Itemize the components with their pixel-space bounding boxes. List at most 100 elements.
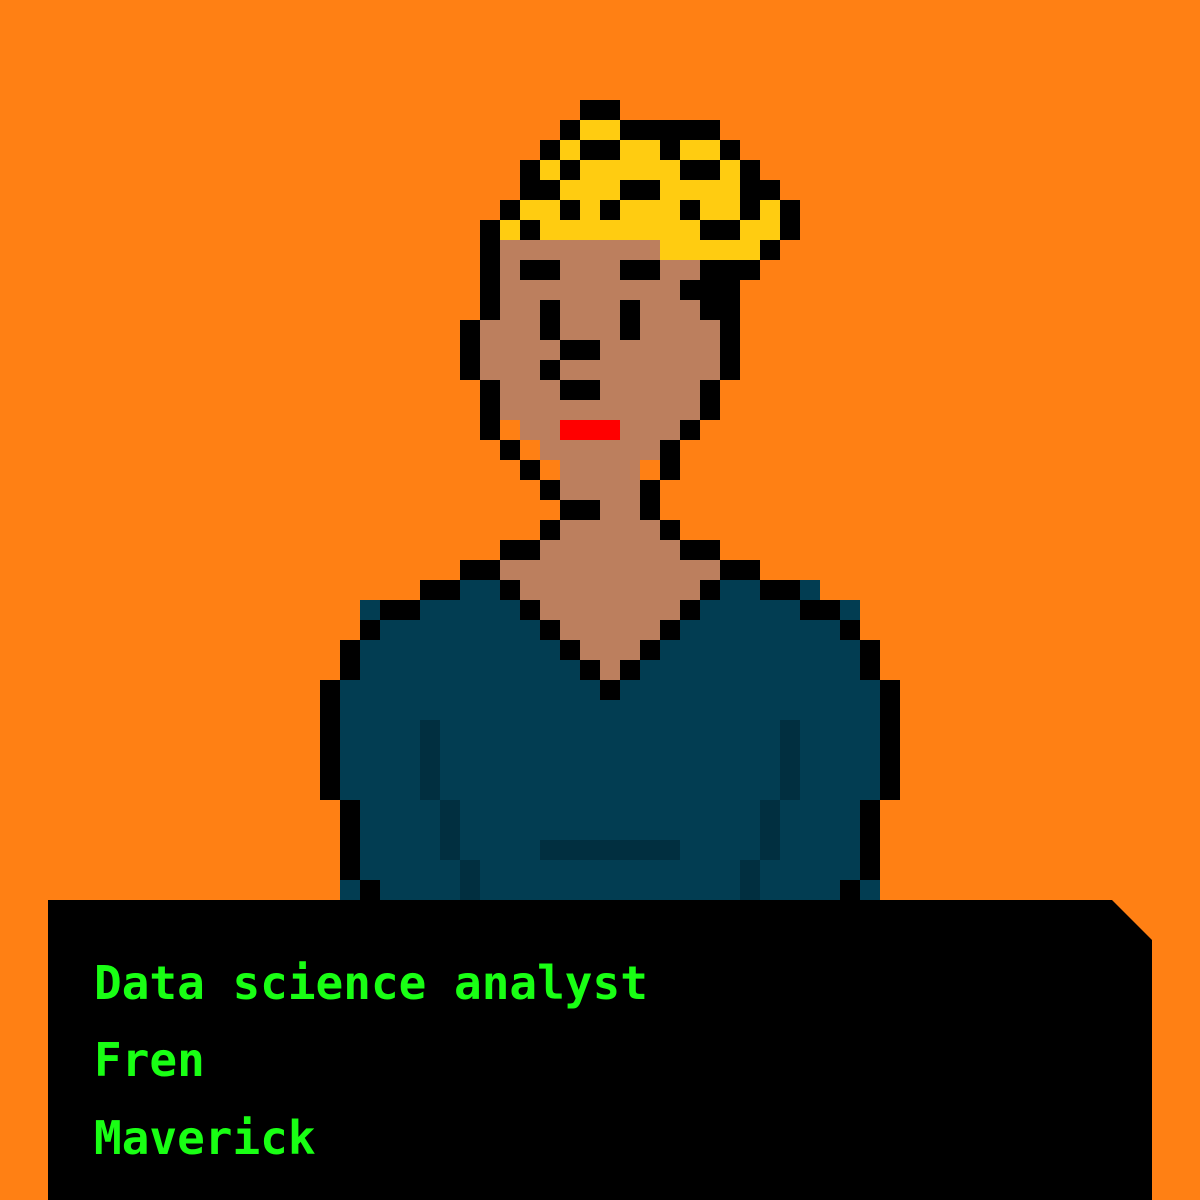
outline-pixel <box>340 800 360 880</box>
outline-pixel <box>360 880 380 900</box>
outline-pixel <box>480 220 500 320</box>
outline-pixel <box>580 140 620 160</box>
outline-pixel <box>620 660 640 680</box>
skin-pixel <box>560 460 640 480</box>
outline-pixel <box>700 260 760 280</box>
outline-pixel <box>700 220 740 240</box>
outline-pixel <box>680 200 700 220</box>
outline-pixel <box>460 560 500 580</box>
outline-pixel <box>740 200 760 220</box>
outline-pixel <box>620 300 640 340</box>
outline-pixel <box>680 600 700 620</box>
avatar-lips <box>560 420 620 440</box>
skin-pixel <box>540 540 680 560</box>
outline-pixel <box>640 640 660 660</box>
outline-pixel <box>520 260 560 280</box>
outline-pixel <box>500 580 520 600</box>
outline-pixel <box>860 800 880 880</box>
outline-pixel <box>600 200 620 220</box>
outline-pixel <box>460 320 480 380</box>
outline-pixel <box>480 380 500 440</box>
outline-pixel <box>680 540 720 560</box>
outline-pixel <box>660 520 680 540</box>
skin-pixel <box>560 620 660 640</box>
outline-pixel <box>540 620 560 640</box>
shirt-fold-pixel <box>780 720 800 800</box>
outline-pixel <box>860 640 880 680</box>
outline-pixel <box>680 280 740 300</box>
outline-pixel <box>500 540 540 560</box>
outline-pixel <box>540 360 560 380</box>
hair-pixel <box>660 240 780 260</box>
outline-pixel <box>760 240 780 260</box>
outline-pixel <box>780 220 800 240</box>
avatar-shirt-folds <box>420 720 800 900</box>
hair-pixel <box>700 180 740 200</box>
outline-pixel <box>640 480 660 520</box>
outline-pixel <box>540 520 560 540</box>
outline-pixel <box>540 140 560 160</box>
outline-pixel <box>560 500 600 520</box>
skin-pixel <box>600 660 620 680</box>
outline-pixel <box>600 680 620 700</box>
skin-pixel <box>500 240 680 260</box>
avatar-outline <box>320 100 900 900</box>
outline-pixel <box>780 200 800 220</box>
outline-pixel <box>660 620 680 640</box>
outline-pixel <box>340 640 360 680</box>
outline-pixel <box>520 220 540 240</box>
outline-pixel <box>720 320 740 380</box>
skin-pixel <box>540 600 680 620</box>
skin-pixel <box>500 560 720 580</box>
outline-pixel <box>720 140 740 160</box>
outline-pixel <box>740 180 780 200</box>
outline-pixel <box>700 380 720 420</box>
hair-pixel <box>580 120 620 140</box>
trait-text: Maverick <box>94 1111 316 1165</box>
outline-pixel <box>560 160 580 180</box>
skin-pixel <box>540 440 660 460</box>
outline-pixel <box>660 440 680 480</box>
skin-pixel <box>560 520 660 540</box>
outline-pixel <box>360 620 380 640</box>
outline-pixel <box>520 600 540 620</box>
outline-pixel <box>840 620 860 640</box>
outline-pixel <box>540 480 560 500</box>
lips-pixel <box>560 420 620 440</box>
outline-pixel <box>620 260 660 280</box>
skin-pixel <box>560 480 640 500</box>
outline-pixel <box>520 160 540 180</box>
shirt-fold-pixel <box>760 800 780 860</box>
outline-pixel <box>520 460 540 480</box>
outline-pixel <box>520 180 560 200</box>
outline-pixel <box>540 300 560 340</box>
outline-pixel <box>560 640 580 660</box>
outline-pixel <box>500 440 520 460</box>
skin-pixel <box>580 640 640 660</box>
outline-pixel <box>700 300 740 320</box>
outline-pixel <box>700 580 720 600</box>
shirt-fold-pixel <box>540 840 680 860</box>
role-text: Data science analyst <box>94 956 648 1010</box>
outline-pixel <box>720 560 760 580</box>
shirt-fold-pixel <box>740 860 760 900</box>
outline-pixel <box>420 580 460 600</box>
outline-pixel <box>380 600 420 620</box>
outline-pixel <box>320 680 340 800</box>
outline-pixel <box>560 380 600 400</box>
outline-pixel <box>660 140 680 160</box>
outline-pixel <box>620 120 720 140</box>
outline-pixel <box>680 420 700 440</box>
outline-pixel <box>800 600 840 620</box>
tag-text: Fren <box>94 1033 205 1087</box>
hair-pixel <box>520 200 780 220</box>
outline-pixel <box>560 200 580 220</box>
shirt-fold-pixel <box>440 800 460 860</box>
outline-pixel <box>580 660 600 680</box>
outline-pixel <box>680 160 720 180</box>
shirt-fold-pixel <box>460 860 480 900</box>
shirt-fold-pixel <box>420 720 440 800</box>
outline-pixel <box>840 880 860 900</box>
